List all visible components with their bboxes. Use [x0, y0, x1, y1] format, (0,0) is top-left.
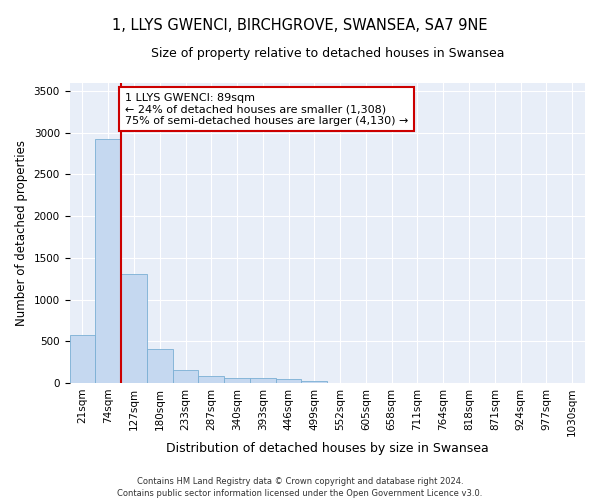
X-axis label: Distribution of detached houses by size in Swansea: Distribution of detached houses by size … — [166, 442, 488, 455]
Bar — [70, 336, 95, 383]
Bar — [199, 376, 224, 383]
Text: 1, LLYS GWENCI, BIRCHGROVE, SWANSEA, SA7 9NE: 1, LLYS GWENCI, BIRCHGROVE, SWANSEA, SA7… — [112, 18, 488, 32]
Bar — [95, 140, 121, 383]
Text: Contains HM Land Registry data © Crown copyright and database right 2024.
Contai: Contains HM Land Registry data © Crown c… — [118, 476, 482, 498]
Y-axis label: Number of detached properties: Number of detached properties — [15, 140, 28, 326]
Bar — [276, 380, 301, 383]
Bar — [224, 378, 250, 383]
Bar — [121, 274, 147, 383]
Bar — [250, 378, 276, 383]
Bar — [173, 370, 199, 383]
Bar — [147, 349, 173, 383]
Bar — [301, 380, 327, 383]
Title: Size of property relative to detached houses in Swansea: Size of property relative to detached ho… — [151, 48, 504, 60]
Text: 1 LLYS GWENCI: 89sqm
← 24% of detached houses are smaller (1,308)
75% of semi-de: 1 LLYS GWENCI: 89sqm ← 24% of detached h… — [125, 92, 409, 126]
